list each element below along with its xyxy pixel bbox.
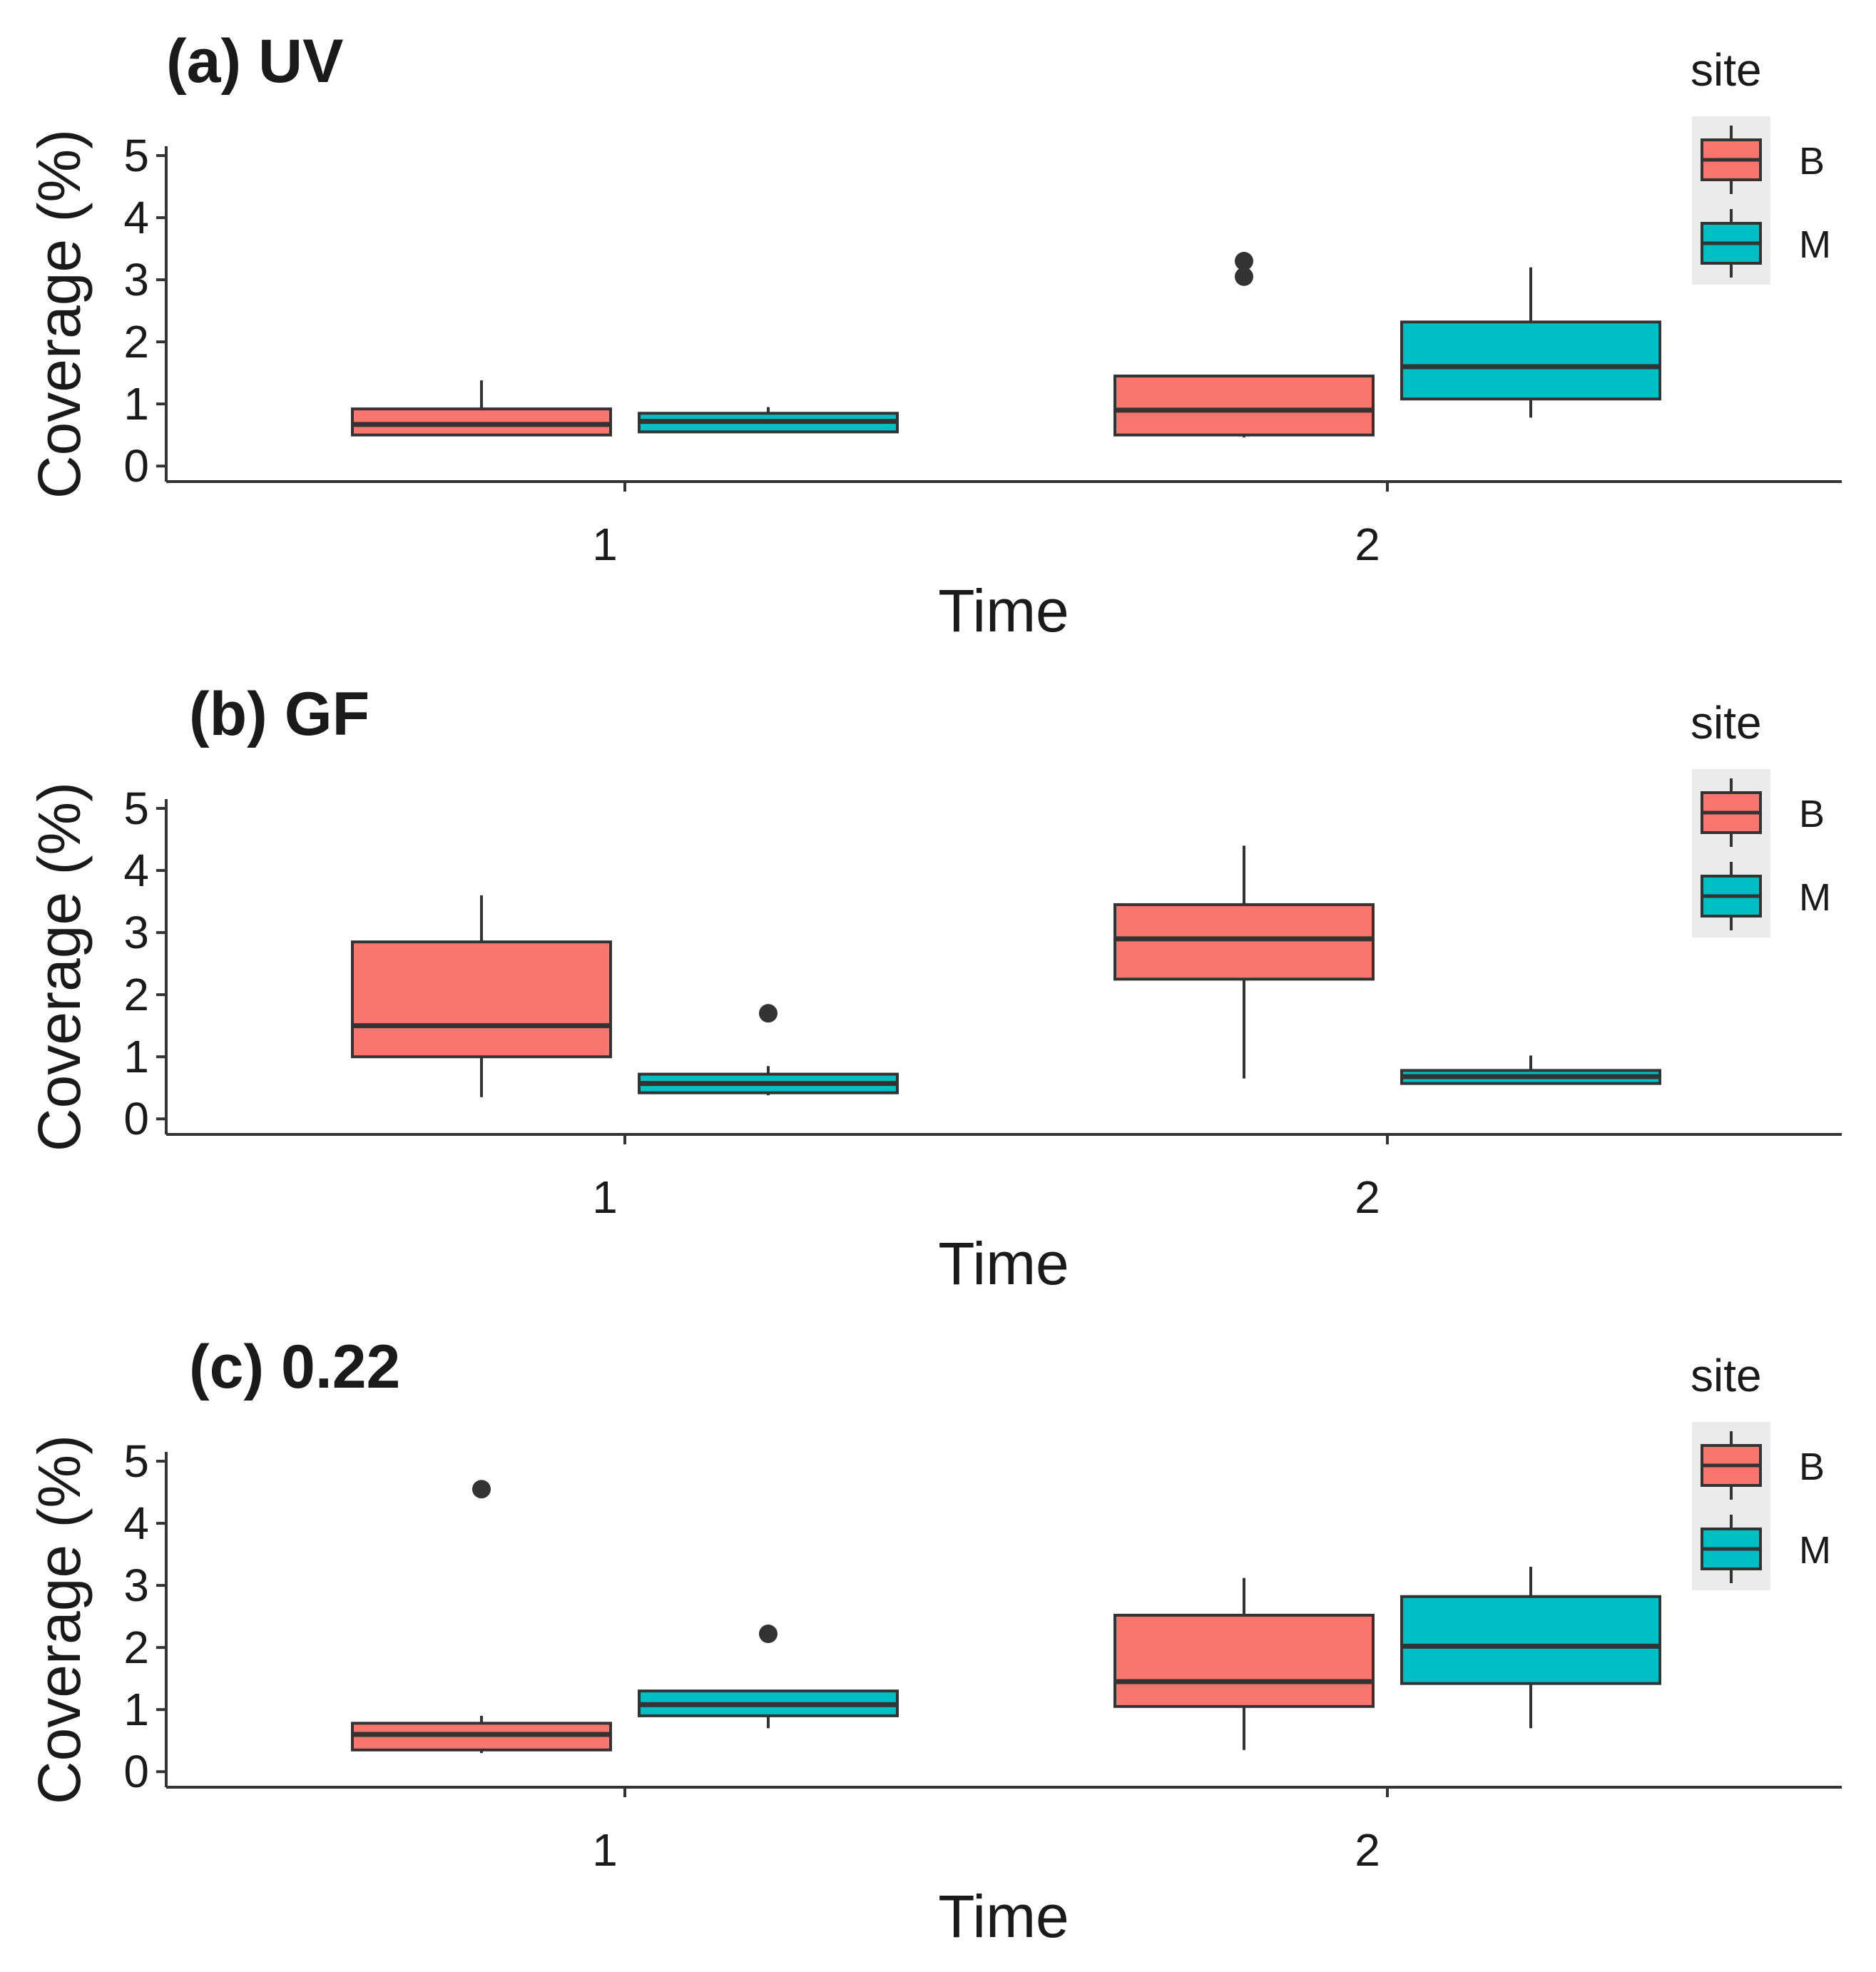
legend-title: site [1691,697,1762,748]
y-tick-label: 2 [123,316,149,367]
x-tick-label: 2 [1355,1824,1380,1876]
box-M-time-2 [1400,1055,1661,1085]
box-B-time-1 [351,380,612,437]
box-body [1400,1595,1661,1685]
y-tick-label: 0 [123,1093,149,1144]
y-tick-label: 2 [123,1622,149,1673]
box-M-time-1 [638,407,899,434]
legend-key-B [1701,126,1762,194]
outlier-point [759,1625,778,1644]
chart-panel-3: (c) 0.22 0 1 2 3 4 5 1 2 Time Coverage (%) site BM [26,1333,1842,1950]
y-tick-label: 3 [123,254,149,305]
panel-title: (b) GF [189,680,369,748]
outlier-point [472,1480,491,1499]
legend-key-M [1701,1515,1762,1583]
box-B-time-2 [1113,845,1375,1079]
box-B-time-1 [351,1480,612,1754]
box-M-time-1 [638,1004,899,1096]
x-tick-label: 1 [592,1824,618,1876]
x-tick-label: 2 [1355,1171,1380,1223]
legend-key-M [1701,209,1762,278]
legend-label-B: B [1799,1445,1825,1488]
chart-panel-2: (b) GF 0 1 2 3 4 5 1 2 Time Coverage (%) site BM [26,680,1842,1297]
box-body [1400,320,1661,401]
y-tick-label: 1 [123,1031,149,1082]
x-axis-title: Time [938,577,1069,644]
x-tick-label: 2 [1355,519,1380,570]
legend-label-B: B [1799,793,1825,835]
y-tick-label: 4 [123,192,149,243]
box-B-time-2 [1113,1577,1375,1750]
outlier-point [1235,252,1253,271]
legend: site BM [1691,1350,1831,1590]
outlier-point [759,1004,778,1023]
y-tick-label: 5 [123,1435,149,1487]
legend: site BM [1691,44,1831,285]
box-M-time-1 [638,1625,899,1729]
box-M-time-2 [1400,1567,1661,1729]
box-M-time-2 [1400,267,1661,418]
y-tick-label: 3 [123,907,149,958]
legend-key-B [1701,778,1762,847]
box-B-time-1 [351,895,612,1097]
y-tick-label: 5 [123,130,149,181]
legend-title: site [1691,44,1762,96]
y-axis-title: Coverage (%) [26,782,93,1152]
outlier-point [1235,267,1253,286]
y-tick-label: 1 [123,1684,149,1735]
legend-label-M: M [1799,876,1831,919]
y-tick-label: 3 [123,1560,149,1611]
box-body [1113,375,1375,437]
x-axis-title: Time [938,1883,1069,1950]
y-tick-label: 2 [123,969,149,1020]
y-tick-label: 0 [123,440,149,492]
y-tick-label: 5 [123,783,149,834]
chart-panel-1: (a) UV 0 1 2 3 4 5 1 2 Time Coverage (%) site BM [26,27,1842,644]
y-tick-label: 1 [123,378,149,430]
panel-title: (a) UV [166,27,343,96]
y-tick-label: 4 [123,1498,149,1549]
legend-label-B: B [1799,140,1825,183]
box-body [1113,903,1375,981]
y-axis-title: Coverage (%) [26,129,93,499]
y-axis-title: Coverage (%) [26,1435,93,1804]
legend-label-M: M [1799,1529,1831,1572]
legend-title: site [1691,1350,1762,1401]
x-tick-label: 1 [592,519,618,570]
legend-key-M [1701,862,1762,930]
x-tick-label: 1 [592,1171,618,1223]
y-tick-label: 0 [123,1746,149,1797]
y-tick-label: 4 [123,845,149,896]
box-body [1113,1613,1375,1708]
panel-title: (c) 0.22 [189,1333,400,1401]
x-axis-title: Time [938,1230,1069,1297]
legend-key-B [1701,1431,1762,1500]
legend-label-M: M [1799,223,1831,266]
box-B-time-2 [1113,252,1375,438]
legend: site BM [1691,697,1831,937]
box-body [351,940,612,1059]
